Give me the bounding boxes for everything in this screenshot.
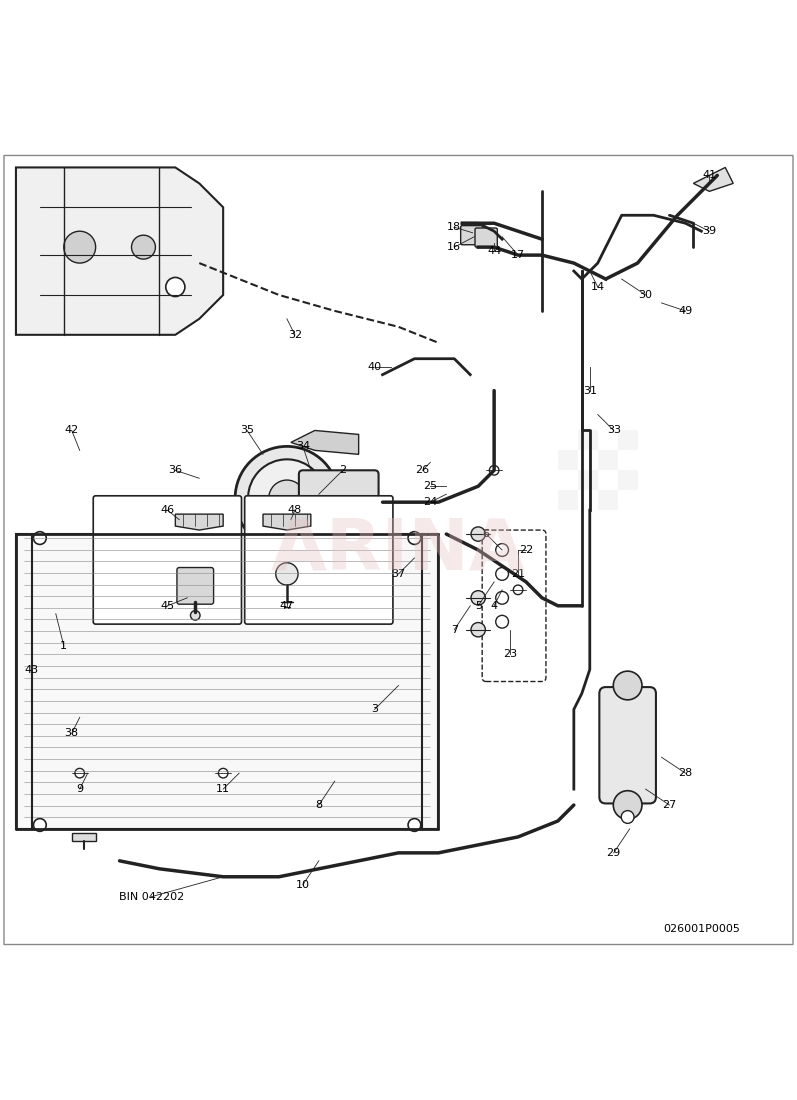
Text: 7: 7 xyxy=(451,625,457,635)
Circle shape xyxy=(471,623,485,637)
Text: 18: 18 xyxy=(447,222,461,232)
Circle shape xyxy=(132,235,155,260)
Bar xyxy=(598,450,618,471)
Text: 33: 33 xyxy=(607,426,621,436)
Bar xyxy=(558,491,578,510)
Circle shape xyxy=(613,671,642,700)
Polygon shape xyxy=(175,514,223,530)
FancyBboxPatch shape xyxy=(177,568,214,604)
Circle shape xyxy=(190,610,200,620)
Text: 32: 32 xyxy=(288,330,302,340)
Circle shape xyxy=(613,791,642,820)
Polygon shape xyxy=(16,535,438,829)
Text: 11: 11 xyxy=(216,784,230,794)
Circle shape xyxy=(621,811,634,824)
Text: 17: 17 xyxy=(511,250,525,260)
FancyBboxPatch shape xyxy=(299,471,379,542)
Circle shape xyxy=(471,527,485,541)
Text: 8: 8 xyxy=(316,800,322,810)
Circle shape xyxy=(496,592,508,604)
Text: 37: 37 xyxy=(391,569,406,579)
Text: ARINA: ARINA xyxy=(271,516,526,584)
Text: 40: 40 xyxy=(367,362,382,372)
Text: 42: 42 xyxy=(65,426,79,436)
Circle shape xyxy=(408,531,421,544)
Text: 21: 21 xyxy=(511,569,525,579)
Bar xyxy=(618,471,638,491)
Text: 24: 24 xyxy=(423,497,438,507)
Circle shape xyxy=(471,591,485,605)
Circle shape xyxy=(33,531,46,544)
Text: 14: 14 xyxy=(591,282,605,292)
Polygon shape xyxy=(16,167,223,334)
Text: 39: 39 xyxy=(702,227,717,236)
FancyBboxPatch shape xyxy=(245,496,393,624)
Text: 23: 23 xyxy=(503,649,517,659)
Circle shape xyxy=(166,277,185,297)
Polygon shape xyxy=(291,430,359,454)
Text: 26: 26 xyxy=(415,465,430,475)
Polygon shape xyxy=(72,833,96,840)
Circle shape xyxy=(235,447,339,550)
FancyBboxPatch shape xyxy=(93,496,241,624)
Text: BIN 042202: BIN 042202 xyxy=(119,892,184,902)
Text: 22: 22 xyxy=(519,544,533,556)
Text: 6: 6 xyxy=(483,529,489,539)
Circle shape xyxy=(218,769,228,778)
Circle shape xyxy=(496,615,508,628)
Bar xyxy=(618,430,638,450)
Circle shape xyxy=(489,465,499,475)
Text: 10: 10 xyxy=(296,880,310,890)
FancyBboxPatch shape xyxy=(475,228,497,248)
Text: 47: 47 xyxy=(280,601,294,610)
Text: 4: 4 xyxy=(491,601,497,610)
Text: 35: 35 xyxy=(240,426,254,436)
Text: 46: 46 xyxy=(160,505,175,515)
Text: 026001P0005: 026001P0005 xyxy=(663,924,740,934)
Text: 16: 16 xyxy=(447,242,461,252)
Circle shape xyxy=(248,460,326,537)
Circle shape xyxy=(64,231,96,263)
Polygon shape xyxy=(693,167,733,191)
Text: 34: 34 xyxy=(296,441,310,451)
Bar xyxy=(598,491,618,510)
Text: 25: 25 xyxy=(423,481,438,492)
Text: 3: 3 xyxy=(371,704,378,714)
Circle shape xyxy=(276,563,298,585)
Text: 29: 29 xyxy=(607,848,621,858)
Text: 41: 41 xyxy=(702,170,717,180)
Circle shape xyxy=(75,769,84,778)
Circle shape xyxy=(408,818,421,832)
Bar xyxy=(578,471,598,491)
Text: 5: 5 xyxy=(475,601,481,610)
Bar xyxy=(578,430,598,450)
Text: 27: 27 xyxy=(662,800,677,810)
Text: 36: 36 xyxy=(168,465,183,475)
Text: 31: 31 xyxy=(583,386,597,396)
Text: 49: 49 xyxy=(678,306,693,316)
Polygon shape xyxy=(263,514,311,530)
Text: 38: 38 xyxy=(65,728,79,738)
Text: 2: 2 xyxy=(340,465,346,475)
Text: 9: 9 xyxy=(77,784,83,794)
FancyBboxPatch shape xyxy=(461,226,483,244)
Circle shape xyxy=(269,480,305,516)
Text: 30: 30 xyxy=(638,290,653,300)
Text: 43: 43 xyxy=(25,664,39,674)
Text: 44: 44 xyxy=(487,246,501,256)
Text: 48: 48 xyxy=(288,505,302,515)
FancyBboxPatch shape xyxy=(599,688,656,803)
Circle shape xyxy=(33,818,46,832)
Circle shape xyxy=(513,585,523,595)
Bar xyxy=(558,450,578,471)
Text: 45: 45 xyxy=(160,601,175,610)
Text: 28: 28 xyxy=(678,768,693,778)
Circle shape xyxy=(496,543,508,557)
Text: 1: 1 xyxy=(61,640,67,650)
Circle shape xyxy=(496,568,508,581)
